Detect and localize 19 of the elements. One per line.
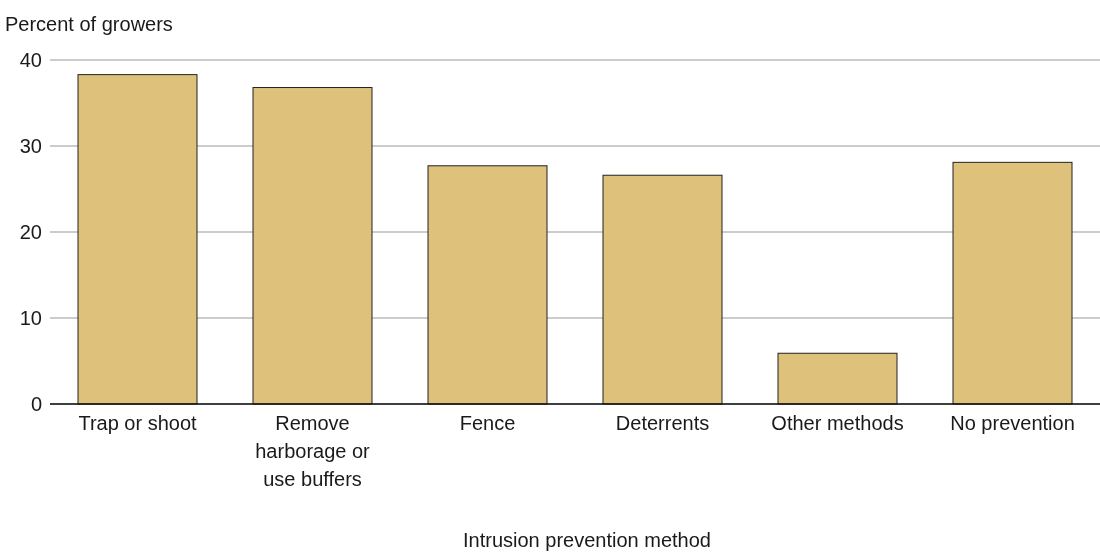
bar — [602, 174, 723, 405]
y-tick-label: 40 — [19, 48, 42, 71]
bar — [77, 74, 198, 405]
x-tick-label: Trap or shoot — [78, 412, 198, 435]
x-tick-label: Deterrents — [615, 412, 710, 435]
bar — [952, 161, 1073, 405]
bar — [427, 165, 548, 405]
x-tick-label: No prevention — [950, 412, 1075, 435]
y-tick-label: 10 — [19, 306, 42, 329]
y-tick-label: 30 — [19, 134, 42, 157]
y-axis-title: Percent of growers — [5, 13, 173, 35]
x-tick-label: Remove harborage or use buffers — [255, 412, 371, 491]
x-tick-label: Fence — [459, 412, 516, 435]
y-tick-label: 20 — [19, 220, 42, 243]
bar — [777, 352, 898, 405]
y-tick-label: 0 — [30, 392, 42, 415]
x-tick-label: Other methods — [771, 412, 904, 435]
x-axis-title: Intrusion prevention method — [463, 529, 711, 551]
bar — [252, 87, 373, 405]
